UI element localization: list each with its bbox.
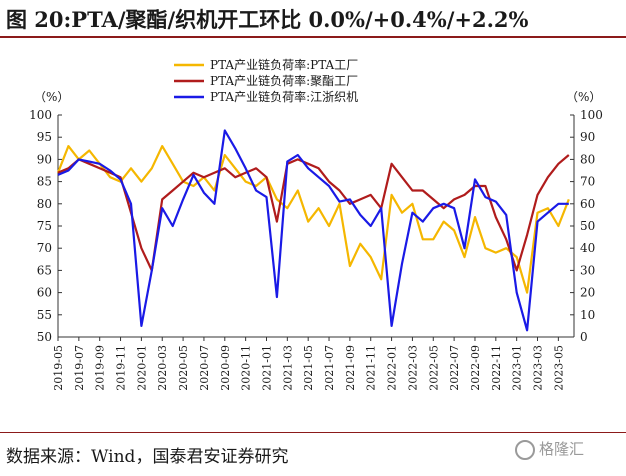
figure-title: 图 20:PTA/聚酯/织机开工环比 0.0%/+0.4%/+2.2% <box>6 7 529 32</box>
y-left-tick-label: 50 <box>37 330 52 344</box>
watermark: 格隆汇 <box>515 438 584 460</box>
series-line-polyester-plant <box>57 154 570 272</box>
x-tick-label: 2020-05 <box>177 345 190 391</box>
y-left-unit: （%） <box>34 90 69 104</box>
series-line-jiangzhe-looms <box>57 129 569 332</box>
x-tick-label: 2023-05 <box>552 345 565 391</box>
y-right-tick-label: 90 <box>580 130 595 144</box>
x-tick-label: 2021-01 <box>260 345 273 391</box>
x-tick-label: 2022-07 <box>448 345 461 391</box>
y-left-tick-label: 85 <box>37 175 52 189</box>
watermark-text: 格隆汇 <box>539 440 585 458</box>
x-tick-label: 2019-07 <box>73 345 86 391</box>
legend-item-jiangzhe-looms-label: PTA产业链负荷率:江浙织机 <box>210 89 358 104</box>
y-left-tick-label: 95 <box>37 130 52 144</box>
y-right-tick-label: 60 <box>580 197 595 211</box>
x-tick-label: 2020-11 <box>240 345 253 391</box>
x-tick-label: 2022-05 <box>427 345 440 391</box>
data-source: 数据来源：Wind，国泰君安证券研究 <box>6 447 289 467</box>
x-tick-label: 2019-11 <box>115 345 128 391</box>
y-right-tick-label: 70 <box>580 175 595 189</box>
y-right-tick-label: 20 <box>580 286 595 300</box>
x-tick-label: 2023-01 <box>511 345 524 391</box>
x-tick-label: 2021-03 <box>281 345 294 391</box>
y-left-tick-label: 65 <box>37 263 52 277</box>
x-tick-label: 2022-09 <box>469 345 482 391</box>
title-divider <box>0 36 626 38</box>
watermark-logo-icon <box>515 440 535 460</box>
x-tick-label: 2019-09 <box>94 345 107 391</box>
y-right-tick-label: 10 <box>580 308 595 322</box>
x-tick-label: 2020-03 <box>156 345 169 391</box>
x-tick-label: 2020-09 <box>219 345 232 391</box>
x-tick-label: 2022-03 <box>406 345 419 391</box>
y-right-tick-label: 0 <box>580 330 588 344</box>
legend-item-pta-plant-label: PTA产业链负荷率:PTA工厂 <box>210 57 358 72</box>
y-left-tick-label: 70 <box>37 241 52 255</box>
x-tick-label: 2021-07 <box>323 345 336 391</box>
x-tick-label: 2021-11 <box>365 345 378 391</box>
y-right-tick-label: 40 <box>580 241 595 255</box>
y-right-tick-label: 100 <box>580 108 603 122</box>
series-line-pta-plant <box>56 144 570 294</box>
x-tick-label: 2020-01 <box>135 345 148 391</box>
x-tick-label: 2021-09 <box>344 345 357 391</box>
y-left-tick-label: 90 <box>37 152 52 166</box>
y-right-unit: （%） <box>566 90 601 104</box>
x-tick-label: 2020-07 <box>198 345 211 391</box>
x-tick-label: 2021-05 <box>302 345 315 391</box>
legend-item-polyester-plant-label: PTA产业链负荷率:聚酯工厂 <box>210 73 358 88</box>
y-right-tick-label: 80 <box>580 152 595 166</box>
x-tick-label: 2023-03 <box>532 345 545 391</box>
source-divider <box>0 432 626 433</box>
y-left-tick-label: 100 <box>29 108 52 122</box>
y-right-tick-label: 50 <box>580 219 595 233</box>
x-tick-label: 2019-05 <box>52 345 65 391</box>
y-left-tick-label: 55 <box>37 308 52 322</box>
y-right-tick-label: 30 <box>580 263 595 277</box>
y-left-tick-label: 60 <box>37 286 52 300</box>
x-tick-label: 2022-01 <box>386 345 399 391</box>
y-left-tick-label: 75 <box>37 219 52 233</box>
line-chart: 50 55 60 65 70 75 80 85 90 95 100 0 10 20 30 40 50 60 70 80… <box>29 57 603 391</box>
x-tick-label: 2022-11 <box>490 345 503 391</box>
y-left-tick-label: 80 <box>37 197 52 211</box>
